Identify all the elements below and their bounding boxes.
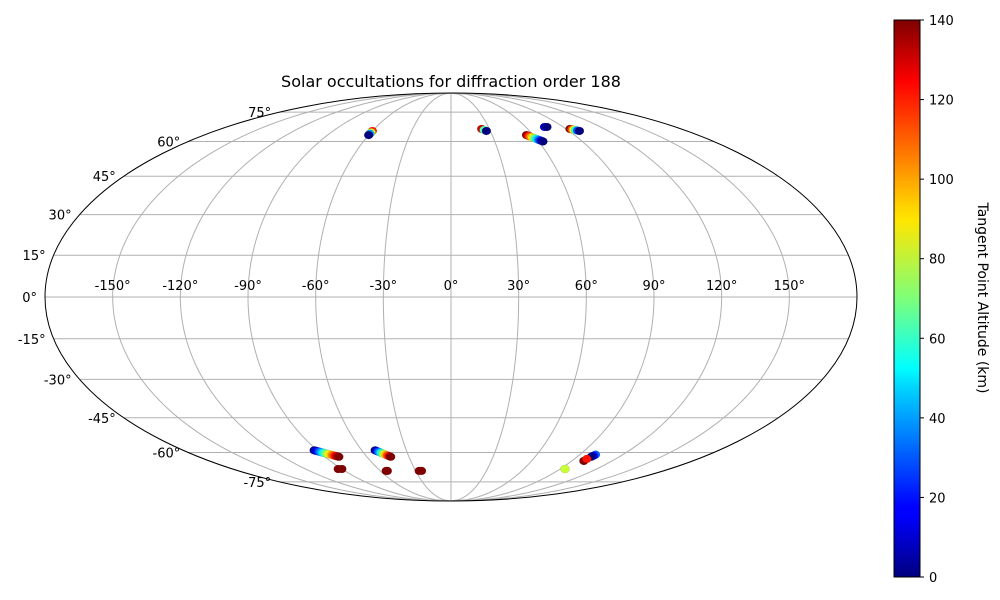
occultation-point (538, 137, 548, 146)
latitude-tick-label: -30° (44, 373, 72, 388)
colorbar-tick-label: 60 (929, 332, 946, 347)
latitude-tick-label: 15° (23, 249, 46, 264)
colorbar-tick-label: 40 (929, 412, 946, 427)
latitude-tick-label: 30° (49, 209, 72, 224)
occultation-point (560, 464, 570, 474)
longitude-tick-label: 150° (774, 279, 805, 294)
graticule-grid (45, 93, 857, 501)
latitude-tick-label: 0° (22, 291, 37, 306)
longitude-gridline (179, 93, 452, 501)
longitude-gridline (450, 93, 520, 501)
longitude-gridline (450, 93, 723, 501)
colorbar-tick-label: 80 (929, 253, 946, 268)
colorbar-tick-label: 140 (929, 14, 954, 29)
longitude-tick-label: -60° (302, 279, 330, 294)
latitude-tick-label: -60° (153, 447, 181, 462)
longitude-tick-labels: -150° -120° -90° -60° -30° 0° 30° 60° 90° 120° 150… (95, 279, 805, 294)
longitude-tick-label: -90° (234, 279, 262, 294)
longitude-tick-label: 0° (444, 279, 459, 294)
occultation-point (481, 126, 492, 136)
longitude-tick-label: 30° (507, 279, 530, 294)
longitude-tick-label: 120° (706, 279, 737, 294)
colorbar-tick-label: 100 (929, 173, 954, 188)
latitude-tick-labels: 75° 60° 45° 30° 15° 0° -15° -30° -45° -60° -75° (18, 106, 271, 491)
occultation-point (582, 454, 592, 464)
longitude-tick-label: 90° (642, 279, 665, 294)
longitude-gridline (315, 93, 452, 501)
longitude-tick-label: 60° (575, 279, 598, 294)
latitude-tick-label: -75° (243, 476, 271, 491)
chart-title: Solar occultations for diffraction order… (281, 72, 621, 91)
occultation-point (386, 452, 396, 461)
occultation-point (382, 466, 393, 476)
latitude-tick-label: 60° (157, 135, 180, 150)
longitude-gridline (450, 93, 790, 501)
latitude-tick-label: -45° (88, 412, 116, 427)
occultation-point (416, 466, 427, 476)
map-outline (44, 92, 858, 502)
longitude-gridline (382, 93, 452, 501)
occultation-point (574, 126, 585, 136)
longitude-gridline (450, 93, 655, 501)
longitude-tick-label: -150° (95, 279, 131, 294)
latitude-tick-label: 75° (248, 106, 271, 121)
colorbar-tick-label: 20 (929, 491, 946, 506)
occultation-point (542, 122, 552, 132)
colorbar-label: Tangent Point Altitude (km) (974, 201, 990, 393)
colorbar-ticks: 0 20 40 60 80 100 120 140 (920, 14, 954, 586)
colorbar-tick-label: 120 (929, 94, 954, 109)
colorbar (893, 19, 921, 578)
latitude-tick-label: 45° (93, 170, 116, 185)
latitude-tick-label: -15° (18, 333, 46, 348)
colorbar-tick-label: 0 (929, 571, 937, 586)
longitude-gridline (112, 93, 452, 501)
longitude-tick-label: -30° (369, 279, 397, 294)
occultation-point (334, 452, 344, 461)
occultation-point (363, 130, 374, 140)
longitude-tick-label: -120° (162, 279, 198, 294)
occultation-tracks (309, 122, 601, 476)
occultation-point (337, 464, 347, 474)
